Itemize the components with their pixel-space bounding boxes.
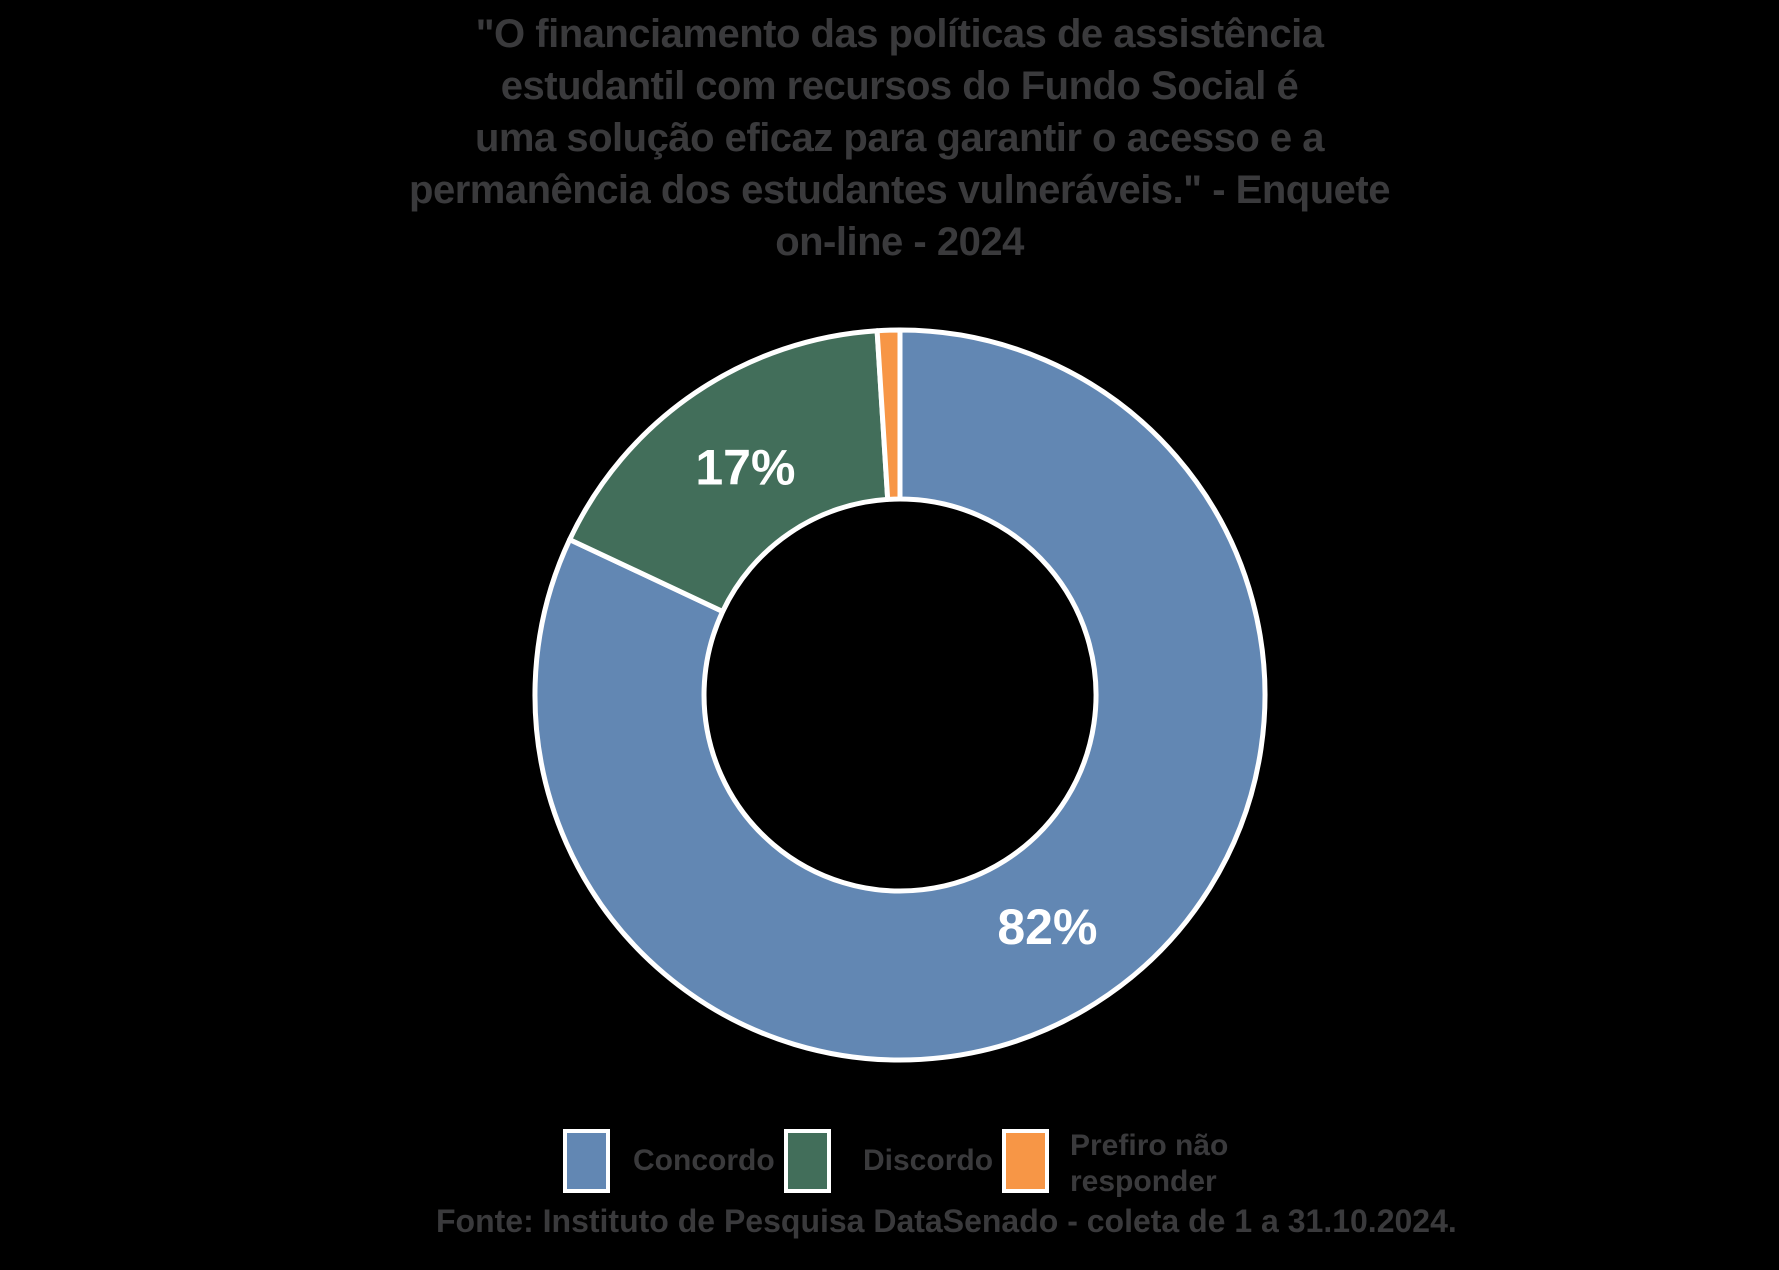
legend-label-concordo: Concordo [633, 1144, 775, 1177]
legend-label-discordo: Discordo [863, 1144, 994, 1177]
source-footer: Fonte: Instituto de Pesquisa DataSenado … [436, 1203, 1457, 1239]
donut-slice-discordo [567, 328, 891, 614]
slice-label-discordo: 17% [695, 440, 795, 496]
donut-slice-concordo [532, 327, 1268, 1063]
legend-swatch-concordo [563, 1129, 610, 1193]
legend-swatch-prefiro-nao-responder [1002, 1129, 1049, 1193]
legend-swatch-discordo [784, 1129, 831, 1193]
donut-slice-prefiro-não-responder [874, 327, 903, 502]
legend-label-prefiro-nao-responder: Prefiro não responder [1070, 1129, 1229, 1198]
chart-title: "O financiamento das políticas de assist… [409, 12, 1390, 264]
slice-label-concordo: 82% [997, 899, 1097, 955]
